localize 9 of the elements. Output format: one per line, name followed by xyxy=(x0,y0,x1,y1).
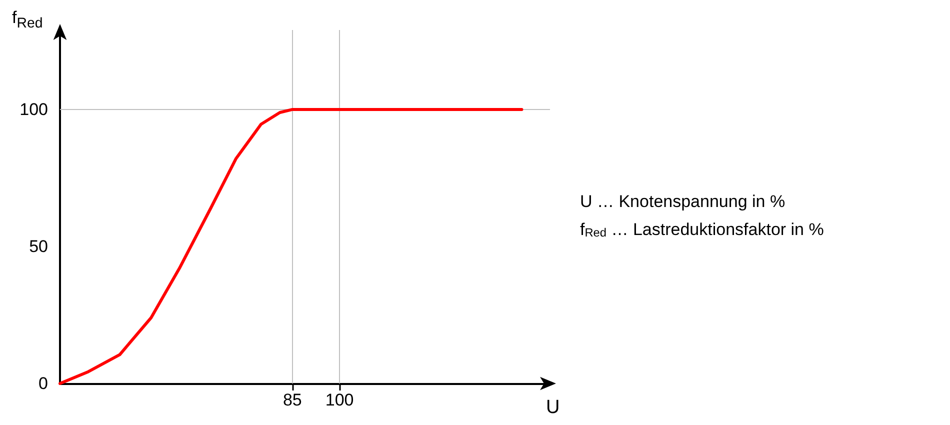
y-tick-label: 0 xyxy=(38,374,48,393)
line-series xyxy=(58,108,524,385)
y-axis-title: f$_{Red}$ xyxy=(12,8,43,34)
x-axis-title: U xyxy=(546,397,560,418)
y-tick-label: 50 xyxy=(29,236,48,256)
text: U … Knotenspannung in % xyxy=(580,192,786,211)
text: fRed … Lastreduktionsfaktor in % xyxy=(580,220,824,240)
y-tick-label: 100 xyxy=(20,100,48,119)
x-tick-label: 85 xyxy=(282,390,302,410)
